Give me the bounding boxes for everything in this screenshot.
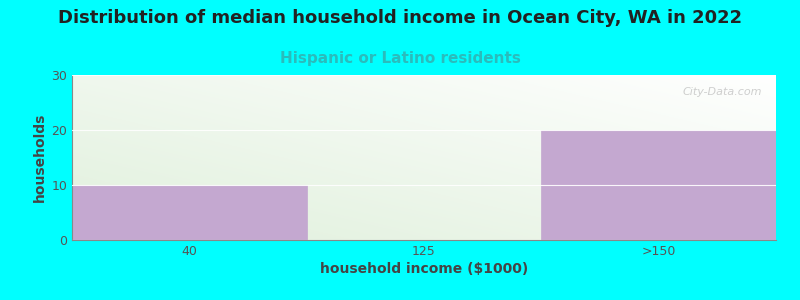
Bar — [72, 185, 306, 240]
Bar — [542, 130, 776, 240]
Text: Distribution of median household income in Ocean City, WA in 2022: Distribution of median household income … — [58, 9, 742, 27]
Y-axis label: households: households — [33, 113, 47, 202]
Text: City-Data.com: City-Data.com — [682, 86, 762, 97]
Text: Hispanic or Latino residents: Hispanic or Latino residents — [279, 51, 521, 66]
X-axis label: household income ($1000): household income ($1000) — [320, 262, 528, 276]
